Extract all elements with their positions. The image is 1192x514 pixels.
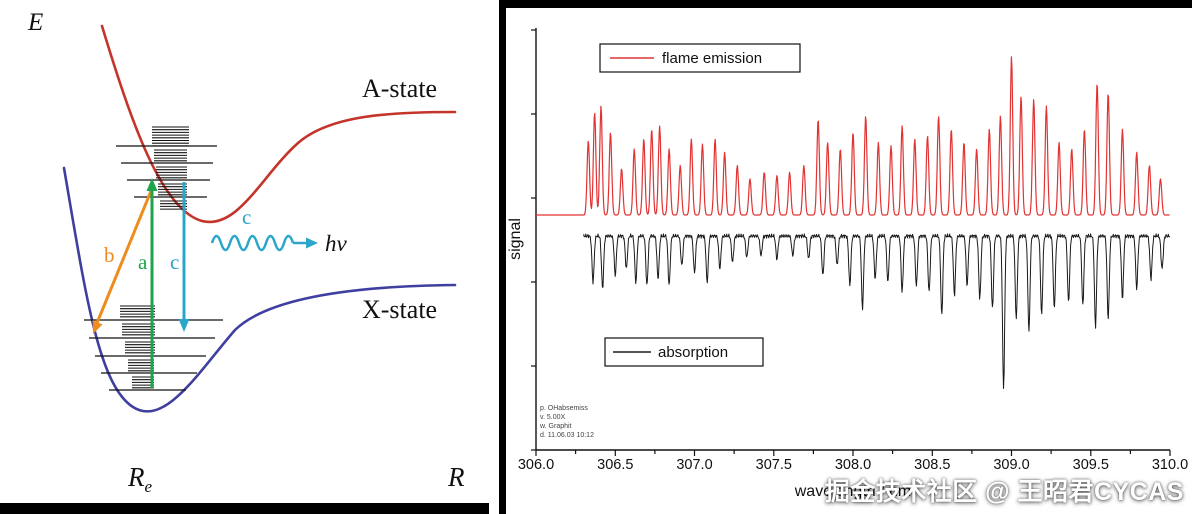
x-tick-label: 307.0 [676, 457, 712, 473]
x-tick-labels: 306.0 306.5 307.0 307.5 308.0 308.5 309.0 309.5… [518, 457, 1188, 473]
transition-c-label: c [170, 250, 179, 274]
annotation-line: d. 11.06.03 10:12 [540, 432, 594, 439]
photon-c-label: c [242, 205, 251, 229]
vibrational-wavefunctions [120, 126, 189, 389]
x-state-curve [62, 166, 457, 413]
re-label-subscript: e [145, 477, 153, 496]
x-tick-label: 308.0 [835, 457, 871, 473]
divider-vertical [499, 0, 506, 514]
r-axis-label: R [447, 462, 465, 492]
top-bar [499, 0, 1192, 8]
annotation-line: v. 5.00X [540, 414, 565, 421]
legend-absorption-box [604, 337, 764, 367]
annotation-line: p. OHabsemiss [540, 405, 588, 412]
energy-diagram: E A-state X-state [27, 9, 465, 496]
arrow-b-line [95, 190, 153, 324]
plot-annotations: p. OHabsemiss v. 5.00X w. Graphit d. 11.… [539, 405, 594, 439]
legend-absorption: absorption [604, 337, 764, 367]
photon-wave-arrow [210, 234, 318, 252]
x-state-label: X-state [362, 295, 437, 324]
legend-emission-label: flame emission [662, 50, 762, 67]
a-state-curve [100, 24, 457, 224]
energy-axis-label: E [27, 9, 43, 36]
transition-b-label: b [104, 243, 115, 267]
x-tick-label: 308.5 [914, 457, 950, 473]
transition-arrow-b [92, 190, 153, 334]
photon-arrow-head [306, 237, 318, 249]
annotation-line: w. Graphit [539, 423, 572, 430]
arrow-a-head [146, 178, 158, 191]
x-tick-label: 306.0 [518, 457, 554, 473]
emission-trace [536, 56, 1170, 216]
a-state-label: A-state [362, 74, 437, 103]
x-tick-label: 307.5 [756, 457, 792, 473]
spectrum-plot: 306.0 306.5 307.0 307.5 308.0 308.5 309.0 309.5… [507, 28, 1188, 500]
axes: 306.0 306.5 307.0 307.5 308.0 308.5 309.0 309.5… [518, 28, 1188, 473]
x-tick-label: 309.0 [993, 457, 1029, 473]
x-tick-label: 306.5 [597, 457, 633, 473]
arrow-b-head [92, 320, 103, 334]
arrow-c-head [178, 319, 190, 332]
photon-wave [210, 234, 295, 252]
x-axis-ticks [535, 450, 1171, 456]
energy-diagram-panel: E A-state X-state [0, 0, 499, 514]
transition-arrow-c [178, 182, 190, 332]
x-axis-title: wavelength / nm [794, 483, 912, 500]
legend-emission: flame emission [599, 43, 801, 73]
legend-absorption-label: absorption [658, 344, 728, 361]
y-axis-title: signal [507, 218, 524, 260]
bottom-bar [0, 503, 489, 514]
absorption-trace [583, 233, 1171, 389]
photon-energy-label: hν [325, 231, 348, 256]
re-axis-label: Re [127, 462, 153, 496]
x-tick-label: 310.0 [1152, 457, 1188, 473]
y-axis-ticks [531, 29, 536, 451]
watermark: 掘金技术社区 @ 王昭君CYCAS [824, 478, 1184, 506]
transition-arrow-a [146, 178, 158, 388]
spectrum-panel: 306.0 306.5 307.0 307.5 308.0 308.5 309.0 309.5… [506, 0, 1192, 514]
x-tick-label: 309.5 [1073, 457, 1109, 473]
traces [536, 56, 1171, 389]
transition-a-label: a [138, 250, 148, 274]
re-label-main: R [127, 462, 145, 492]
